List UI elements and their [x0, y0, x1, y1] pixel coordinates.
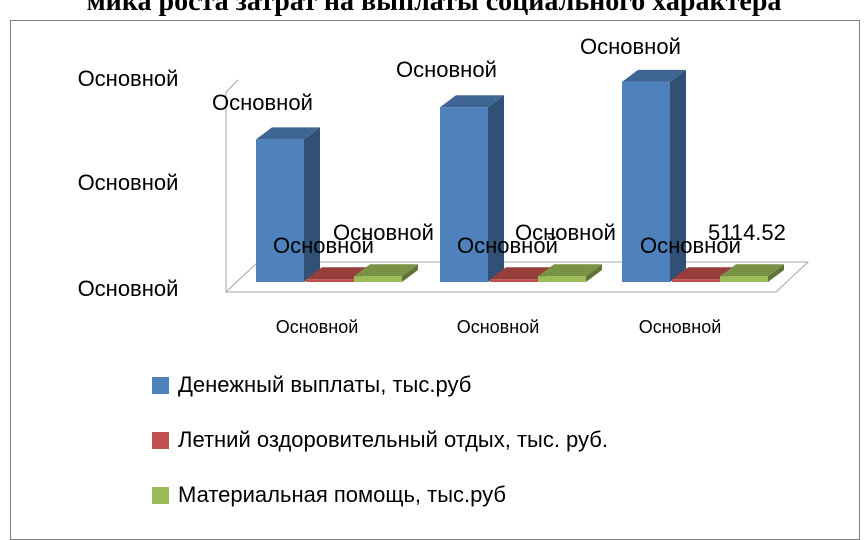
bar-side: [586, 264, 602, 282]
data-label: Основной: [457, 233, 558, 258]
chart-title: мика роста затрат на выплаты социального…: [86, 0, 782, 17]
bar-top: [306, 267, 370, 280]
bar-side: [670, 69, 686, 283]
bar-top: [622, 69, 686, 82]
bar-top: [354, 264, 418, 277]
bar: [306, 279, 354, 282]
legend-label-material-aid: Материальная помощь, тыс.руб: [178, 482, 506, 507]
bar: [256, 139, 304, 282]
legend-swatch-money-payments: [152, 376, 169, 394]
legend: Денежный выплаты, тыс.руб Летний оздоров…: [152, 370, 608, 535]
bar: [720, 276, 768, 282]
y-axis-tick-label: Основной: [78, 276, 179, 301]
data-label: Основной: [580, 34, 681, 59]
y-axis-tick-label: Основной: [78, 170, 179, 195]
bar-side: [488, 95, 504, 282]
data-label: Основной: [640, 233, 741, 258]
bar-side: [768, 264, 784, 282]
bar-top: [538, 264, 602, 277]
data-label: Основной: [212, 90, 313, 115]
bar-top: [720, 264, 784, 277]
bar: [490, 279, 538, 282]
bar-side: [304, 127, 320, 283]
bar: [538, 276, 586, 282]
data-label: Основной: [333, 220, 434, 245]
bar-top: [440, 95, 504, 108]
legend-item-money-payments: Денежный выплаты, тыс.руб: [152, 370, 608, 400]
legend-item-material-aid: Материальная помощь, тыс.руб: [152, 480, 608, 510]
bar-top: [672, 267, 736, 280]
bar: [622, 81, 670, 283]
bar: [440, 107, 488, 282]
back-wall-edge: [225, 79, 239, 292]
data-label: Основной: [515, 220, 616, 245]
data-label: Основной: [273, 233, 374, 258]
bar-top: [490, 267, 554, 280]
x-axis-category-label: Основной: [276, 317, 359, 337]
x-axis-category-label: Основной: [639, 317, 722, 337]
data-label: Основной: [396, 57, 497, 82]
legend-label-summer-rest: Летний оздоровительный отдых, тыс. руб.: [178, 427, 608, 452]
bar: [354, 276, 402, 282]
legend-item-summer-rest: Летний оздоровительный отдых, тыс. руб.: [152, 425, 608, 455]
legend-swatch-material-aid: [152, 486, 169, 504]
legend-swatch-summer-rest: [152, 431, 169, 449]
legend-label-money-payments: Денежный выплаты, тыс.руб: [178, 372, 472, 397]
data-label: 5114.52: [708, 220, 786, 245]
bar-top: [256, 127, 320, 140]
x-axis-category-label: Основной: [457, 317, 540, 337]
y-axis-tick-label: Основной: [78, 66, 179, 91]
bar-side: [402, 264, 418, 282]
bar: [672, 279, 720, 282]
